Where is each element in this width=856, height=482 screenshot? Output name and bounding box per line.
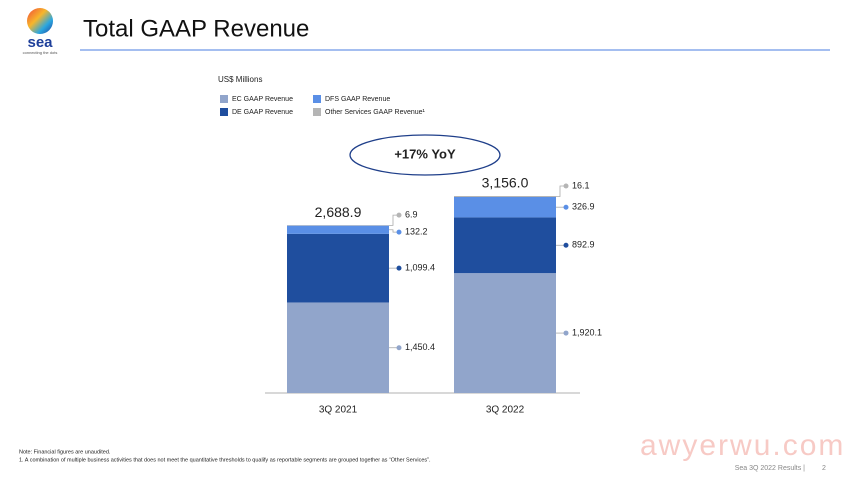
callout-line xyxy=(556,185,566,197)
bar-segment xyxy=(454,273,556,393)
legend-swatch xyxy=(313,108,321,116)
total-label: 3,156.0 xyxy=(482,175,529,191)
legend-label: EC GAAP Revenue xyxy=(232,96,293,103)
legend-label: Other Services GAAP Revenue¹ xyxy=(325,109,426,116)
slide-title: Total GAAP Revenue xyxy=(83,15,309,42)
annotation-ellipse xyxy=(349,134,501,176)
bar-segment xyxy=(287,225,389,226)
callout-dot xyxy=(563,242,569,248)
value-label: 326.9 xyxy=(572,202,595,212)
callout-dot xyxy=(396,265,402,271)
logo-tagline: connecting the dots xyxy=(23,50,58,55)
unit-label: US$ Millions xyxy=(218,75,262,84)
bar-segment xyxy=(454,196,556,198)
callout-dot xyxy=(396,345,402,351)
page-number: 2 xyxy=(822,465,826,472)
value-label: 16.1 xyxy=(572,180,590,190)
x-tick-label: 3Q 2022 xyxy=(486,405,525,416)
value-label: 1,920.1 xyxy=(572,327,602,337)
value-label: 1,450.4 xyxy=(405,342,435,352)
watermark: awyerwu.com xyxy=(640,429,845,462)
bar-segment xyxy=(287,233,389,303)
legend-swatch xyxy=(313,95,321,103)
footer-text: Sea 3Q 2022 Results | xyxy=(735,465,805,472)
value-label: 6.9 xyxy=(405,210,418,220)
total-label: 2,688.9 xyxy=(315,204,362,220)
legend-swatch xyxy=(220,95,228,103)
note: Note: Financial figures are unaudited. xyxy=(19,449,111,455)
callout-dot xyxy=(563,330,569,336)
note: 1. A combination of multiple business ac… xyxy=(19,457,431,463)
legend-swatch xyxy=(220,108,228,116)
logo-icon xyxy=(27,8,53,34)
legend-label: DFS GAAP Revenue xyxy=(325,96,390,103)
callout-dot xyxy=(396,229,402,235)
bar-segment xyxy=(454,217,556,274)
bar-segment xyxy=(287,302,389,393)
x-tick-label: 3Q 2021 xyxy=(319,405,358,416)
callout-dot xyxy=(563,183,569,189)
legend-label: DE GAAP Revenue xyxy=(232,109,293,116)
annotation: +17% YoY xyxy=(394,146,456,161)
value-label: 1,099.4 xyxy=(405,263,435,273)
bar-segment xyxy=(287,225,389,234)
value-label: 892.9 xyxy=(572,240,595,250)
value-label: 132.2 xyxy=(405,227,428,237)
callout-line xyxy=(389,229,399,233)
callout-line xyxy=(389,214,399,226)
bar-segment xyxy=(454,197,556,218)
logo-text: sea xyxy=(27,34,53,51)
callout-dot xyxy=(396,212,402,218)
callout-dot xyxy=(563,204,569,210)
